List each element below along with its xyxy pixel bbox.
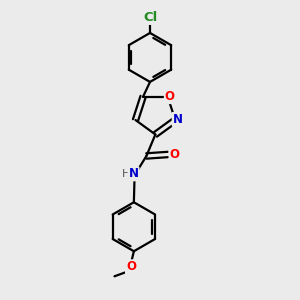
Text: O: O xyxy=(169,148,179,161)
Text: N: N xyxy=(172,113,183,126)
Text: O: O xyxy=(126,260,136,273)
Text: O: O xyxy=(165,90,175,103)
Text: N: N xyxy=(129,167,139,180)
Text: Cl: Cl xyxy=(143,11,157,24)
Text: H: H xyxy=(122,169,130,179)
